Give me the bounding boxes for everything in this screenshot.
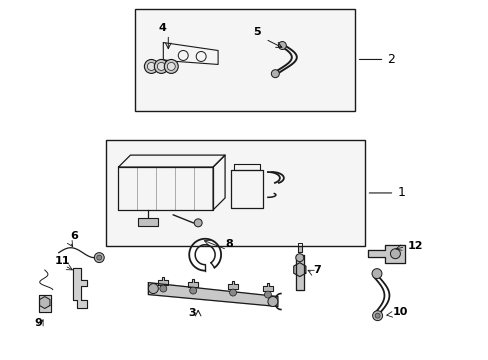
- Polygon shape: [118, 155, 224, 167]
- Circle shape: [157, 62, 165, 71]
- Bar: [135, 9, 354, 111]
- Polygon shape: [295, 255, 303, 289]
- Circle shape: [196, 51, 206, 62]
- Text: 10: 10: [392, 307, 407, 317]
- Circle shape: [94, 253, 104, 262]
- Circle shape: [144, 59, 158, 73]
- Text: 4: 4: [158, 23, 166, 32]
- Circle shape: [147, 62, 155, 71]
- Circle shape: [194, 219, 202, 227]
- Polygon shape: [234, 164, 260, 170]
- Bar: [138, 218, 158, 226]
- Polygon shape: [118, 167, 213, 210]
- Polygon shape: [188, 279, 198, 287]
- Polygon shape: [158, 276, 168, 285]
- Text: 3: 3: [188, 309, 195, 319]
- Polygon shape: [213, 155, 224, 210]
- Circle shape: [97, 255, 102, 260]
- Text: 2: 2: [386, 53, 394, 66]
- Polygon shape: [163, 42, 218, 64]
- Circle shape: [164, 59, 178, 73]
- Polygon shape: [293, 263, 305, 276]
- Circle shape: [154, 59, 168, 73]
- Polygon shape: [297, 243, 301, 252]
- Text: 1: 1: [397, 186, 405, 199]
- Circle shape: [278, 41, 286, 50]
- Text: 7: 7: [313, 265, 321, 275]
- Text: 8: 8: [224, 239, 232, 249]
- Polygon shape: [73, 268, 86, 307]
- Polygon shape: [40, 297, 50, 309]
- Text: 11: 11: [55, 256, 70, 266]
- Text: 5: 5: [253, 27, 261, 37]
- Circle shape: [148, 284, 158, 293]
- Text: 9: 9: [35, 319, 42, 328]
- Circle shape: [229, 289, 236, 296]
- Circle shape: [271, 70, 279, 78]
- Text: 12: 12: [407, 241, 422, 251]
- Circle shape: [374, 313, 379, 318]
- Polygon shape: [263, 283, 272, 291]
- Bar: [105, 140, 364, 246]
- Circle shape: [189, 287, 196, 294]
- Polygon shape: [367, 245, 405, 263]
- Circle shape: [371, 269, 381, 279]
- Circle shape: [178, 50, 188, 60]
- Text: 6: 6: [70, 231, 78, 241]
- Circle shape: [267, 297, 277, 306]
- Polygon shape: [230, 170, 263, 208]
- Circle shape: [264, 291, 271, 298]
- Polygon shape: [227, 280, 238, 289]
- Polygon shape: [148, 283, 277, 306]
- Circle shape: [167, 62, 175, 71]
- Circle shape: [372, 311, 382, 321]
- Polygon shape: [39, 294, 51, 312]
- Circle shape: [295, 254, 303, 262]
- Circle shape: [389, 249, 400, 259]
- Circle shape: [160, 285, 166, 292]
